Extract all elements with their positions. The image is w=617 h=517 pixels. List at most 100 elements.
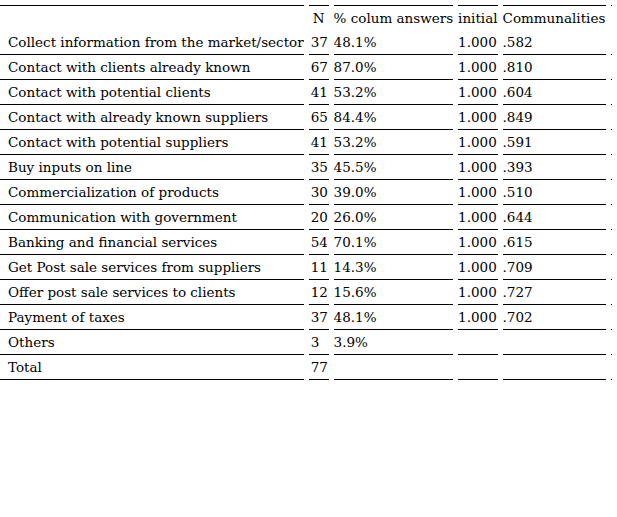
row-edge-cell [611, 155, 612, 180]
table-row: Contact with potential clients 41 53.2% … [0, 80, 612, 105]
row-label: Get Post sale services from suppliers [0, 255, 304, 280]
page: N % colum answers initial Communalities … [0, 0, 617, 517]
row-n: 54 [309, 230, 329, 255]
header-communalities: Communalities [503, 5, 606, 30]
row-edge-cell [611, 130, 612, 155]
row-pct: 48.1% [334, 305, 454, 330]
row-n: 67 [309, 55, 329, 80]
row-pct: 70.1% [334, 230, 454, 255]
row-label: Contact with clients already known [0, 55, 304, 80]
row-initial: 1.000 [458, 105, 497, 130]
row-n: 3 [309, 330, 329, 355]
header-initial: initial [458, 5, 497, 30]
row-communality: .702 [503, 305, 606, 330]
row-communality: .709 [503, 255, 606, 280]
row-label: Banking and financial services [0, 230, 304, 255]
row-pct: 84.4% [334, 105, 454, 130]
row-initial: 1.000 [458, 80, 497, 105]
row-n: 37 [309, 305, 329, 330]
table-row: Others 3 3.9% [0, 330, 612, 355]
row-communality [503, 355, 606, 380]
row-label: Commercialization of products [0, 180, 304, 205]
table-row: Contact with clients already known 67 87… [0, 55, 612, 80]
row-communality: .810 [503, 55, 606, 80]
communalities-table: N % colum answers initial Communalities … [0, 5, 617, 380]
header-edge-cell [611, 5, 612, 30]
row-n: 37 [309, 30, 329, 55]
row-n: 30 [309, 180, 329, 205]
row-communality: .604 [503, 80, 606, 105]
table-row: Collect information from the market/sect… [0, 30, 612, 55]
row-n: 35 [309, 155, 329, 180]
row-label: Others [0, 330, 304, 355]
row-n: 11 [309, 255, 329, 280]
row-edge-cell [611, 280, 612, 305]
row-label: Offer post sale services to clients [0, 280, 304, 305]
row-pct: 39.0% [334, 180, 454, 205]
row-initial: 1.000 [458, 55, 497, 80]
row-label: Payment of taxes [0, 305, 304, 330]
table-row: Contact with potential suppliers 41 53.2… [0, 130, 612, 155]
row-edge-cell [611, 55, 612, 80]
table-row: Buy inputs on line 35 45.5% 1.000 .393 [0, 155, 612, 180]
row-pct: 15.6% [334, 280, 454, 305]
header-pct: % colum answers [334, 5, 454, 30]
row-label: Collect information from the market/sect… [0, 30, 304, 55]
row-label: Total [0, 355, 304, 380]
row-edge-cell [611, 105, 612, 130]
row-n: 12 [309, 280, 329, 305]
row-edge-cell [611, 230, 612, 255]
row-initial: 1.000 [458, 155, 497, 180]
header-n: N [309, 5, 329, 30]
row-edge-cell [611, 80, 612, 105]
row-n: 65 [309, 105, 329, 130]
row-communality: .591 [503, 130, 606, 155]
row-communality [503, 330, 606, 355]
table-row: Communication with government 20 26.0% 1… [0, 205, 612, 230]
row-communality: .582 [503, 30, 606, 55]
row-pct: 48.1% [334, 30, 454, 55]
row-communality: .393 [503, 155, 606, 180]
row-edge-cell [611, 205, 612, 230]
row-pct [334, 355, 454, 380]
table-row: Total 77 [0, 355, 612, 380]
row-edge-cell [611, 355, 612, 380]
row-edge-cell [611, 305, 612, 330]
row-communality: .615 [503, 230, 606, 255]
row-initial: 1.000 [458, 30, 497, 55]
row-pct: 53.2% [334, 80, 454, 105]
row-edge-cell [611, 180, 612, 205]
header-row: N % colum answers initial Communalities [0, 5, 612, 30]
row-edge-cell [611, 30, 612, 55]
row-initial: 1.000 [458, 205, 497, 230]
row-n: 20 [309, 205, 329, 230]
row-pct: 3.9% [334, 330, 454, 355]
row-edge-cell [611, 255, 612, 280]
table-row: Commercialization of products 30 39.0% 1… [0, 180, 612, 205]
row-pct: 26.0% [334, 205, 454, 230]
table-row: Offer post sale services to clients 12 1… [0, 280, 612, 305]
table-row: Payment of taxes 37 48.1% 1.000 .702 [0, 305, 612, 330]
row-n: 77 [309, 355, 329, 380]
row-pct: 14.3% [334, 255, 454, 280]
row-label: Buy inputs on line [0, 155, 304, 180]
row-edge-cell [611, 330, 612, 355]
row-label: Contact with already known suppliers [0, 105, 304, 130]
row-label: Contact with potential suppliers [0, 130, 304, 155]
row-pct: 87.0% [334, 55, 454, 80]
row-label: Contact with potential clients [0, 80, 304, 105]
row-n: 41 [309, 130, 329, 155]
table-row: Banking and financial services 54 70.1% … [0, 230, 612, 255]
row-n: 41 [309, 80, 329, 105]
header-label [0, 5, 304, 30]
row-communality: .644 [503, 205, 606, 230]
row-communality: .727 [503, 280, 606, 305]
row-initial: 1.000 [458, 255, 497, 280]
row-label: Communication with government [0, 205, 304, 230]
row-initial: 1.000 [458, 280, 497, 305]
row-pct: 53.2% [334, 130, 454, 155]
row-initial [458, 330, 497, 355]
table-row: Get Post sale services from suppliers 11… [0, 255, 612, 280]
row-pct: 45.5% [334, 155, 454, 180]
row-communality: .849 [503, 105, 606, 130]
